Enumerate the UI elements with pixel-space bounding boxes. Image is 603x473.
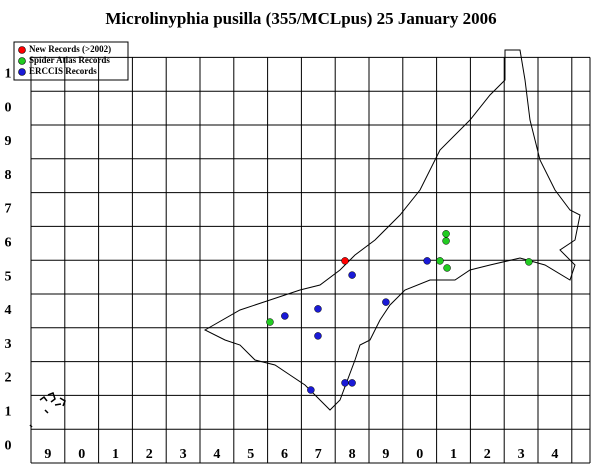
- record-point: [442, 230, 450, 238]
- y-label: 4: [5, 303, 12, 318]
- record-point: [307, 386, 315, 394]
- y-label: 1: [5, 405, 12, 420]
- record-point: [314, 332, 322, 340]
- x-label: 0: [78, 447, 85, 462]
- y-label: 0: [5, 438, 12, 453]
- x-label: 8: [349, 447, 356, 462]
- x-label: 6: [281, 447, 288, 462]
- legend-box: [13, 41, 129, 81]
- legend-label: Spider Atlas Records: [29, 55, 110, 65]
- isles: [29, 392, 66, 428]
- record-point: [314, 305, 322, 313]
- record-point: [525, 258, 533, 266]
- x-label: 9: [44, 447, 51, 462]
- legend-swatch: [18, 46, 26, 54]
- record-point: [382, 298, 390, 306]
- y-label: 2: [5, 371, 12, 386]
- legend-swatch: [18, 57, 26, 65]
- record-point: [443, 264, 451, 272]
- y-label: 1: [5, 67, 12, 82]
- x-label: 7: [315, 447, 322, 462]
- record-point: [442, 237, 450, 245]
- y-label: 9: [5, 134, 12, 149]
- x-label: 2: [146, 447, 153, 462]
- x-label: 0: [416, 447, 423, 462]
- x-label: 1: [450, 447, 457, 462]
- x-label: 5: [247, 447, 254, 462]
- x-label: 4: [213, 447, 220, 462]
- y-label: 6: [5, 236, 12, 251]
- record-point: [348, 379, 356, 387]
- record-point: [281, 312, 289, 320]
- x-label: 9: [382, 447, 389, 462]
- record-point: [266, 318, 274, 326]
- record-point: [436, 257, 444, 265]
- legend: New Records (>2002)Spider Atlas RecordsE…: [13, 41, 129, 81]
- y-label: 3: [5, 337, 12, 352]
- map-title: Microlinyphia pusilla (355/MCLpus) 25 Ja…: [105, 9, 496, 28]
- record-point: [348, 271, 356, 279]
- coastline: [203, 49, 581, 411]
- y-label: 0: [5, 100, 12, 115]
- record-point: [423, 257, 431, 265]
- legend-label: ERCCIS Records: [29, 66, 97, 76]
- x-label: 3: [180, 447, 187, 462]
- y-label: 8: [5, 168, 12, 183]
- x-label: 4: [551, 447, 558, 462]
- record-point: [341, 257, 349, 265]
- legend-label: New Records (>2002): [29, 44, 111, 54]
- x-label: 1: [112, 447, 119, 462]
- record-point: [341, 379, 349, 387]
- x-label: 3: [518, 447, 525, 462]
- y-label: 5: [5, 269, 12, 284]
- legend-swatch: [18, 68, 26, 76]
- x-label: 2: [484, 447, 491, 462]
- y-label: 7: [5, 202, 12, 217]
